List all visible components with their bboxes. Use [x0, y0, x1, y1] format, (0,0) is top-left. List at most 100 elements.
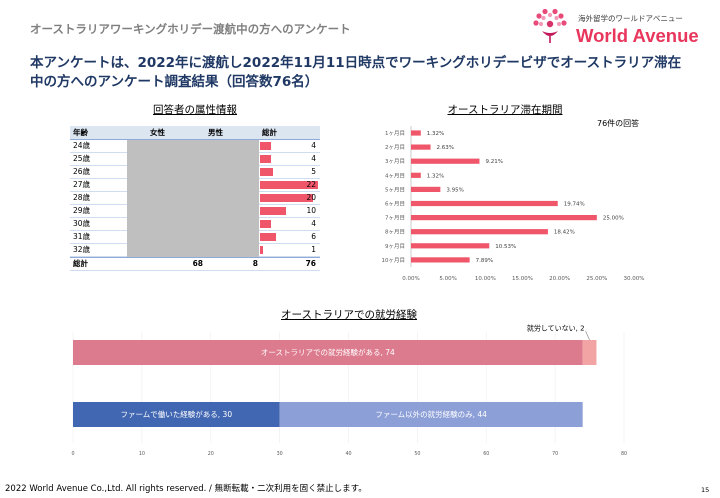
attributes-heading: 回答者の属性情報 [153, 104, 237, 116]
total-cell: 10 [306, 206, 316, 215]
total-data-bar [260, 207, 287, 215]
stacked-segment [73, 402, 280, 427]
x-tick-label: 40 [345, 451, 351, 457]
logo-name: World Avenue [576, 25, 699, 46]
total-data-bar [260, 155, 271, 163]
leader-line [585, 330, 590, 341]
duration-bar [411, 243, 490, 249]
age-cell: 30歳 [73, 219, 91, 228]
table-header-cell: 男性 [208, 128, 223, 137]
page-number: 15 [701, 486, 710, 494]
bar-value-label: 19.74% [564, 202, 585, 208]
total-data-bar [260, 168, 274, 176]
duration-bar [411, 257, 470, 263]
x-tick-label: 50 [414, 451, 420, 457]
x-tick-label: 5.00% [439, 276, 456, 282]
table-header-cell: 女性 [150, 128, 165, 137]
category-label: 9ヶ月目 [385, 243, 405, 250]
stacked-segment [73, 340, 583, 365]
slide-title-line-1: 本アンケートは、2022年に渡航し2022年11月11日時点でワーキングホリデー… [30, 55, 682, 71]
age-cell: 29歳 [73, 206, 91, 215]
duration-heading: オーストラリア滞在期間 [447, 104, 563, 116]
x-tick-label: 0 [71, 451, 74, 457]
total-cell: 4 [311, 141, 316, 150]
attributes-table: 年齢 女性 男性 総計 24歳 4 25歳 4 26歳 5 27歳 22 28歳 20 29歳 10 30歳 4 3… [70, 126, 320, 272]
age-cell: 26歳 [73, 167, 91, 176]
logo-tagline: 海外留学のワールドアベニュー [578, 14, 683, 23]
slide-subtitle: オーストラリアワーキングホリデー渡航中の方へのアンケート [30, 22, 351, 36]
category-label: 1ヶ月目 [385, 130, 405, 137]
segment-label: オーストラリアでの就労経験がある, 74 [261, 347, 395, 357]
x-tick-label: 10.00% [475, 276, 496, 282]
category-label: 5ヶ月目 [385, 186, 405, 193]
duration-bar [411, 130, 421, 136]
x-tick-label: 30 [277, 451, 283, 457]
age-cell: 28歳 [73, 193, 91, 202]
x-tick-label: 15.00% [512, 276, 533, 282]
footer-copyright: 2022 World Avenue Co.,Ltd. All rights re… [5, 484, 367, 494]
x-tick-label: 30.00% [624, 276, 645, 282]
segment-label: ファームで働いた経験がある, 30 [121, 409, 233, 419]
segment-label: 就労していない, 2 [527, 324, 585, 333]
duration-bar [411, 186, 441, 192]
x-tick-label: 60 [483, 451, 489, 457]
age-cell: 31歳 [73, 232, 91, 241]
x-tick-label: 0.00% [402, 276, 419, 282]
table-header-row [70, 126, 320, 140]
total-data-bar [260, 220, 271, 228]
category-label: 3ヶ月目 [385, 158, 405, 165]
age-cell: 27歳 [73, 180, 91, 189]
flower-logo-icon [533, 8, 567, 43]
x-tick-label: 80 [621, 451, 627, 457]
total-data-bar [260, 233, 276, 241]
total-cell: 4 [311, 154, 316, 163]
duration-bar [411, 158, 480, 164]
bar-value-label: 25.00% [603, 216, 624, 222]
x-tick-label: 20 [208, 451, 214, 457]
duration-bar [411, 229, 548, 235]
bar-value-label: 7.89% [476, 258, 493, 264]
bar-value-label: 18.42% [554, 230, 575, 236]
employment-heading: オーストラリアでの就労経験 [281, 309, 417, 321]
table-header-cell: 年齢 [73, 128, 88, 137]
category-label: 2ヶ月目 [385, 144, 405, 151]
x-tick-label: 70 [552, 451, 558, 457]
total-data-bar [260, 181, 318, 189]
total-cell: 20 [306, 193, 316, 202]
x-tick-label: 20.00% [549, 276, 570, 282]
grand-total-cell: 76 [305, 259, 316, 268]
total-cell: 4 [311, 219, 316, 228]
bar-value-label: 1.32% [427, 173, 444, 179]
category-label: 4ヶ月目 [385, 172, 405, 179]
total-cell: 6 [311, 232, 316, 241]
total-data-bar [260, 142, 271, 150]
category-label: 7ヶ月目 [385, 215, 405, 222]
bar-value-label: 9.21% [485, 159, 502, 165]
duration-bar [411, 215, 597, 221]
total-data-bar [260, 246, 263, 254]
female-total-cell: 68 [192, 259, 203, 268]
table-header-cell: 総計 [262, 128, 277, 137]
duration-bar [411, 172, 421, 178]
hidden-gender-values-overlay [127, 140, 259, 257]
x-tick-label: 25.00% [586, 276, 607, 282]
slide-title: 本アンケートは、2022年に渡航し2022年11月11日時点でワーキングホリデー… [30, 54, 715, 92]
table-total-row: 総計 68 8 76 [70, 257, 320, 271]
bar-value-label: 3.95% [446, 187, 463, 193]
category-label: 8ヶ月目 [385, 229, 405, 236]
stacked-segment [582, 340, 597, 365]
segment-label: ファーム以外の就労経験のみ, 44 [375, 409, 487, 419]
category-label: 6ヶ月目 [385, 201, 405, 208]
age-cell: 25歳 [73, 154, 91, 163]
total-cell: 1 [311, 245, 316, 254]
slide-title-line-2: 中の方へのアンケート調査結果（回答数76名） [30, 74, 319, 90]
bar-value-label: 10.53% [495, 244, 516, 250]
total-row-label: 総計 [73, 259, 88, 268]
age-cell: 24歳 [73, 141, 91, 150]
male-total-cell: 8 [252, 259, 258, 268]
category-label: 10ヶ月目 [382, 257, 406, 264]
total-cell: 22 [306, 180, 316, 189]
duration-bar [411, 200, 558, 207]
total-data-bar [260, 194, 313, 202]
